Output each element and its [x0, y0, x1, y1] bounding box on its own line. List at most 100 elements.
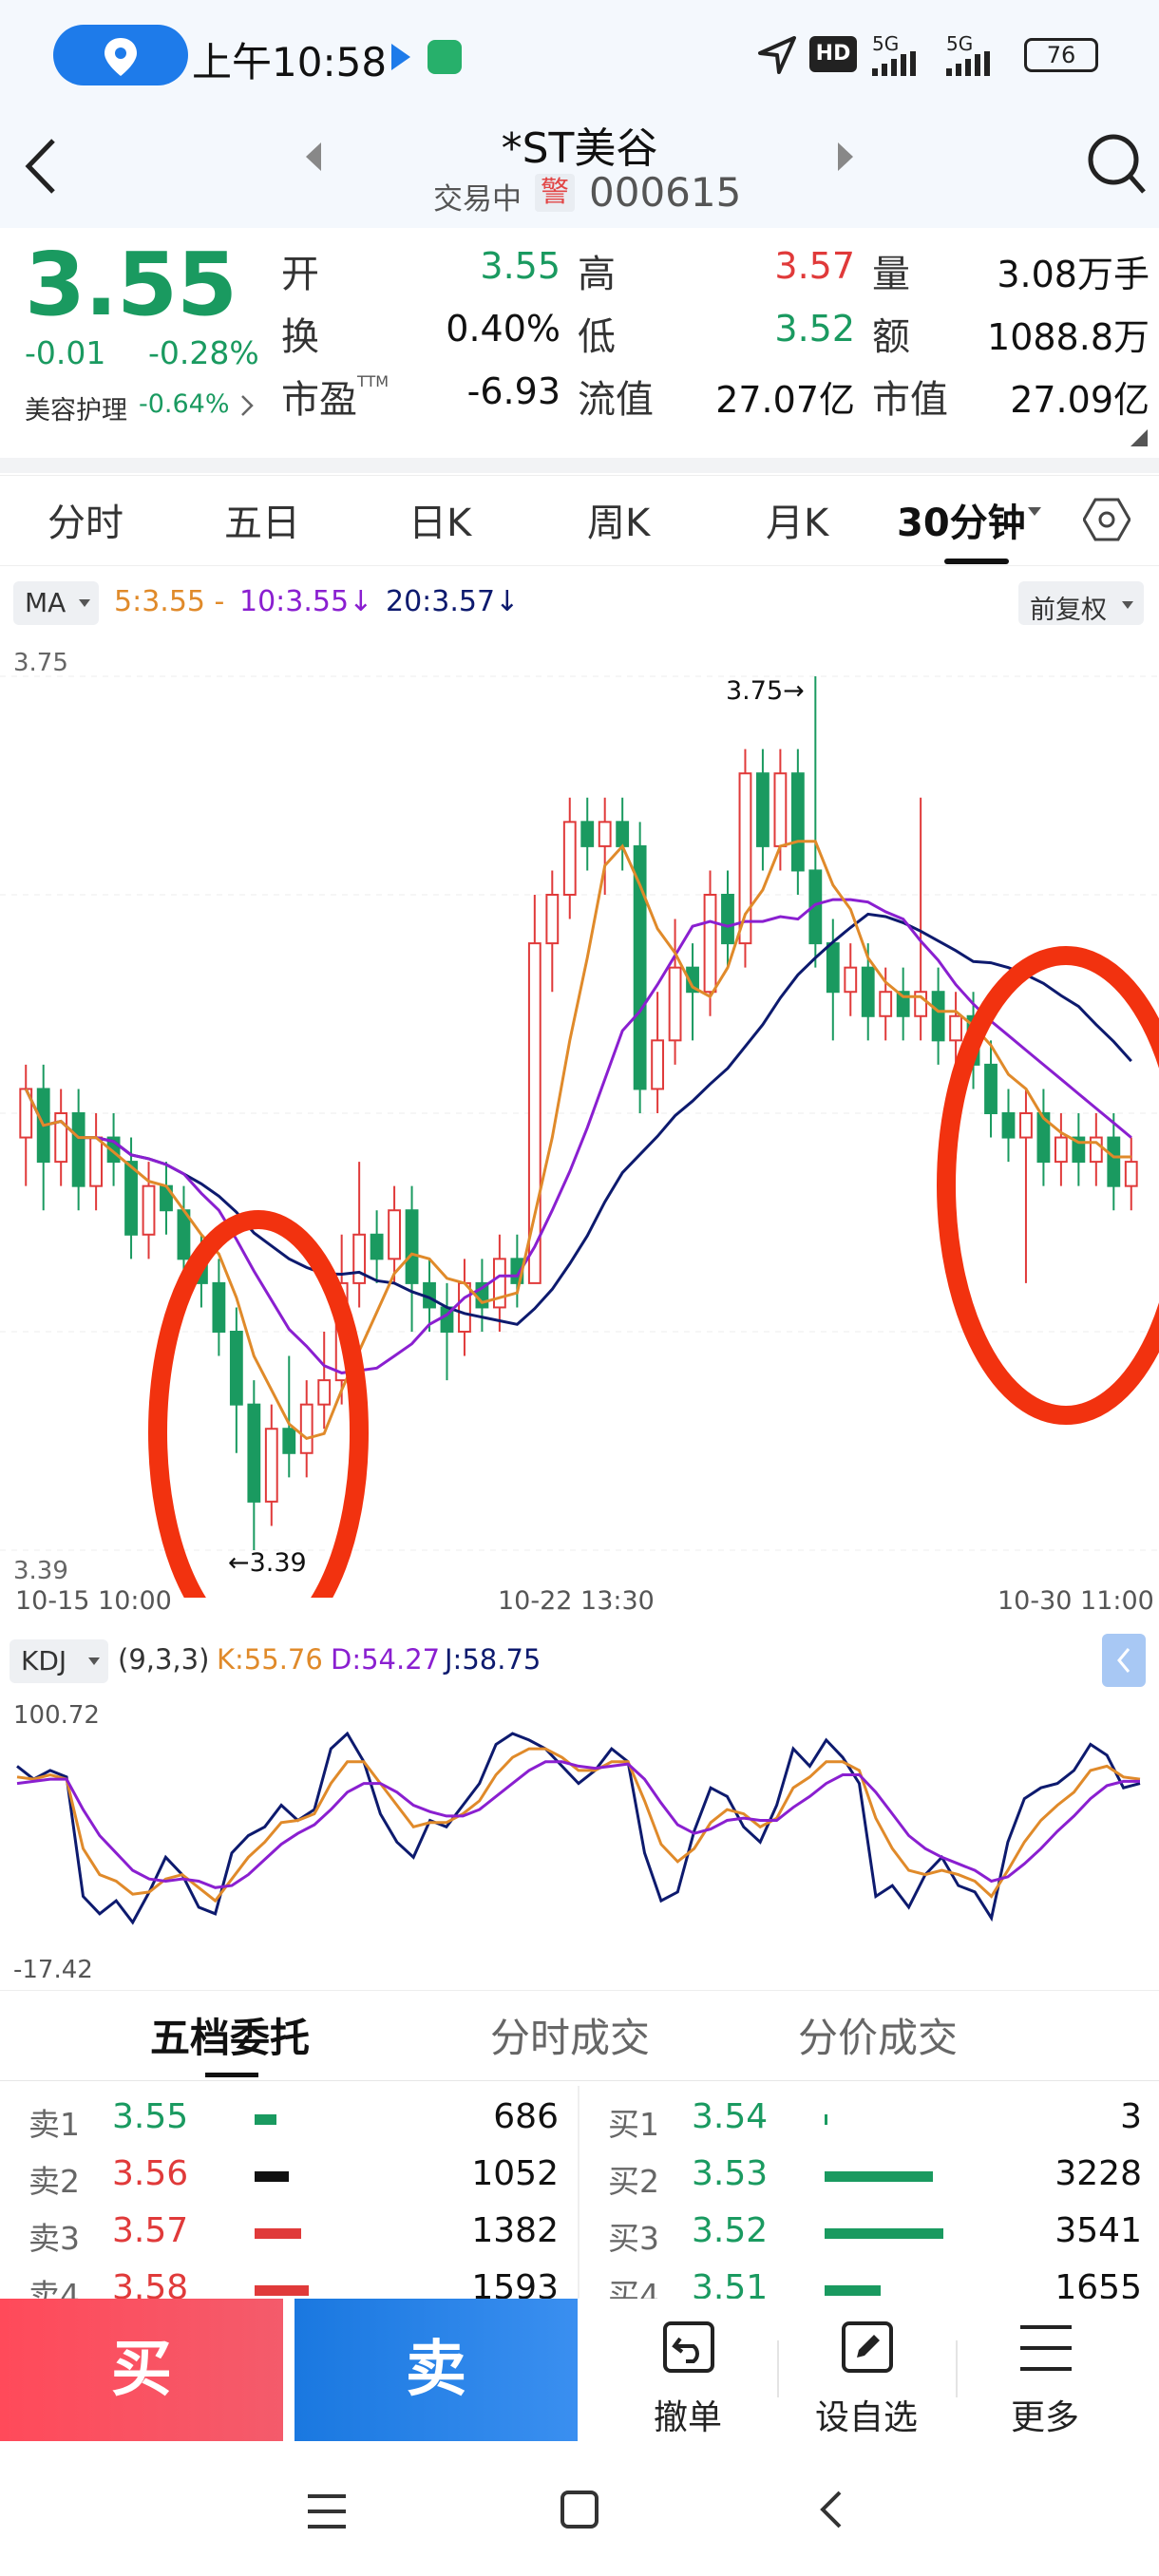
adjust-selector[interactable]: 前复权	[1018, 581, 1144, 625]
candle-body	[773, 772, 788, 847]
candle-body	[826, 942, 840, 994]
level-price: 3.57	[112, 2211, 189, 2250]
bid-row[interactable]: 买3 3.52 3541	[580, 2206, 1159, 2263]
market-cap-label: 市值	[872, 378, 948, 422]
amount-label: 额	[872, 315, 910, 359]
sell-button[interactable]: 卖	[294, 2299, 578, 2441]
level-volume: 3228	[1054, 2154, 1142, 2193]
kdj-selector[interactable]: KDJ	[10, 1639, 108, 1683]
edit-icon	[842, 2321, 893, 2373]
divider	[0, 458, 1159, 473]
candle-body	[317, 1379, 332, 1406]
tab-monthly-k[interactable]: 月K	[766, 502, 829, 545]
dropdown-icon	[79, 599, 90, 607]
tab-daily-k[interactable]: 日K	[408, 502, 472, 545]
open-value: 3.55	[480, 245, 560, 287]
level-volume-bar	[255, 2285, 309, 2296]
bid-row[interactable]: 买1 3.54 3	[580, 2092, 1159, 2149]
candle-body	[686, 966, 699, 994]
tab-five-level[interactable]: 五档委托	[150, 2015, 311, 2061]
bid-row[interactable]: 买2 3.53 3228	[580, 2149, 1159, 2206]
prev-stock-icon[interactable]	[302, 141, 325, 173]
add-watchlist-button[interactable]: 设自选	[781, 2299, 952, 2441]
candle-body	[633, 844, 647, 1090]
navigation-icon	[758, 36, 796, 74]
ask-row[interactable]: 卖3 3.57 1382	[0, 2206, 580, 2263]
tab-tick-trades[interactable]: 分时成交	[490, 2015, 651, 2061]
level-price: 3.54	[692, 2097, 769, 2136]
home-icon[interactable]	[557, 2487, 602, 2532]
sector-change[interactable]: -0.64%	[139, 389, 230, 419]
back-icon[interactable]	[809, 2487, 855, 2532]
candle-body	[299, 1403, 314, 1454]
level-price: 3.53	[692, 2154, 769, 2193]
candle-body	[861, 966, 875, 1017]
expand-corner-icon[interactable]	[1130, 429, 1148, 446]
level-label: 卖2	[28, 2163, 80, 2200]
tab-5day[interactable]: 五日	[224, 502, 300, 545]
settings-icon[interactable]	[1083, 496, 1130, 543]
candle-body	[896, 991, 910, 1017]
candle-body	[142, 1184, 156, 1236]
tab-30min[interactable]: 30分钟	[897, 502, 1026, 545]
status-bar	[0, 0, 1159, 114]
trade-status: 交易中	[433, 182, 522, 217]
price-change-pct: -0.28%	[148, 334, 259, 371]
pe-value: -6.93	[466, 370, 560, 412]
signal-label-2: 5G	[946, 32, 974, 55]
search-icon[interactable]	[1085, 129, 1148, 198]
volume-value: 3.08万手	[997, 254, 1150, 295]
undo-icon	[663, 2321, 714, 2373]
signal-label-1: 5G	[872, 32, 900, 55]
signal-icon	[872, 51, 916, 76]
level-volume: 1382	[471, 2211, 559, 2250]
annotation-circle-right	[937, 946, 1159, 1425]
candle-body	[212, 1281, 226, 1334]
buy-button[interactable]: 买	[0, 2299, 283, 2441]
next-stock-icon[interactable]	[834, 141, 857, 173]
candle-body	[1019, 1112, 1033, 1139]
candle-body	[668, 966, 682, 1042]
candle-body	[405, 1209, 419, 1284]
candle-body	[931, 991, 945, 1042]
ma10-value: 10:3.55↓	[239, 585, 373, 618]
candle-body	[527, 942, 542, 1284]
candle-body	[71, 1112, 86, 1187]
candle-body	[703, 894, 717, 994]
battery-icon: 76	[1024, 38, 1098, 72]
amount-value: 1088.8万	[987, 316, 1150, 358]
candle-body	[370, 1233, 384, 1260]
candle-body	[106, 1136, 121, 1164]
ask-row[interactable]: 卖1 3.55 686	[0, 2092, 580, 2149]
tab-timeshare[interactable]: 分时	[48, 502, 124, 545]
warning-flag: 警	[535, 174, 575, 212]
tab-weekly-k[interactable]: 周K	[587, 502, 651, 545]
level-volume: 1052	[471, 2154, 559, 2193]
tab-price-trades[interactable]: 分价成交	[798, 2015, 959, 2061]
ma-selector[interactable]: MA	[13, 581, 99, 625]
level-label: 卖3	[28, 2220, 80, 2257]
level-price: 3.52	[692, 2211, 769, 2250]
kdj-chart[interactable]: 100.72 -17.42	[0, 1693, 1159, 1987]
candle-body	[580, 821, 595, 847]
collapse-panel-button[interactable]	[1102, 1634, 1146, 1687]
candle-body	[844, 966, 858, 994]
menu-icon[interactable]	[304, 2489, 350, 2534]
candle-body	[879, 991, 893, 1017]
kdj-selector-label: KDJ	[21, 1645, 67, 1676]
candlestick-chart[interactable]: 3.75 3.39 3.75→ ←3.39	[0, 638, 1159, 1598]
candle-body	[1089, 1136, 1103, 1164]
low-value: 3.52	[774, 308, 855, 350]
candle-body	[756, 772, 770, 847]
kdj-j-line	[16, 1731, 1141, 1925]
cancel-order-button[interactable]: 撤单	[602, 2299, 773, 2441]
last-price: 3.55	[25, 234, 238, 335]
x-label-start: 10-15 10:00	[15, 1586, 172, 1616]
more-button[interactable]: 更多	[960, 2299, 1130, 2441]
back-icon[interactable]	[17, 133, 65, 199]
float-cap-value: 27.07亿	[715, 379, 855, 421]
sector-name[interactable]: 美容护理	[25, 396, 127, 426]
kdj-d-value: D:54.27	[331, 1643, 441, 1676]
stock-code: 000615	[589, 169, 742, 216]
ask-row[interactable]: 卖2 3.56 1052	[0, 2149, 580, 2206]
